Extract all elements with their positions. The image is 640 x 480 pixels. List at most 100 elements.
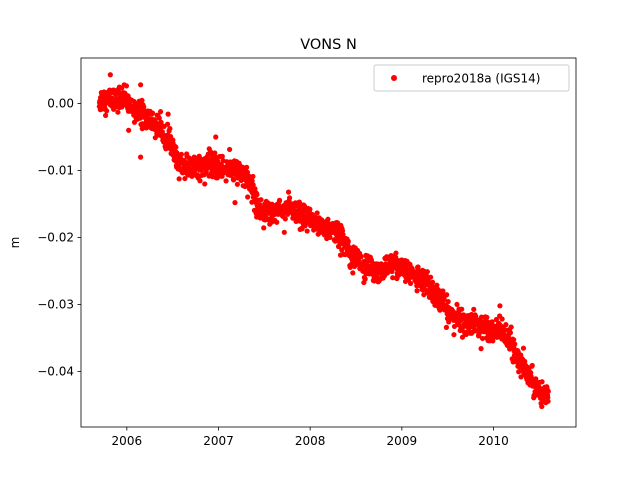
data-point xyxy=(507,330,514,336)
y-tick-label: −0.01 xyxy=(37,164,74,178)
data-point xyxy=(497,303,503,309)
data-point xyxy=(358,254,364,260)
data-point xyxy=(389,268,395,275)
data-point xyxy=(274,219,280,225)
data-point xyxy=(286,195,293,201)
data-point xyxy=(499,316,505,322)
data-point xyxy=(390,275,396,281)
data-point xyxy=(454,301,460,308)
data-point xyxy=(149,110,156,116)
data-point xyxy=(123,83,130,89)
data-point xyxy=(490,338,496,344)
x-axis: 2006 2007 2008 2009 2010 xyxy=(112,427,509,448)
x-tick-label: 2007 xyxy=(203,434,234,448)
data-point xyxy=(219,153,225,159)
data-point xyxy=(327,234,333,240)
data-point xyxy=(261,225,267,231)
data-point xyxy=(539,403,545,410)
data-point xyxy=(340,231,346,238)
x-tick-label: 2008 xyxy=(295,434,326,448)
data-point xyxy=(307,206,313,212)
data-point xyxy=(152,135,158,141)
data-point xyxy=(197,178,203,184)
data-point xyxy=(493,316,499,323)
data-point xyxy=(478,314,485,320)
data-point xyxy=(424,269,430,275)
data-point xyxy=(254,191,260,198)
data-point xyxy=(281,229,287,235)
data-point xyxy=(232,200,238,206)
x-tick-label: 2010 xyxy=(478,434,509,448)
data-point xyxy=(103,112,109,119)
x-tick-label: 2009 xyxy=(387,434,418,448)
legend-marker xyxy=(391,75,397,81)
legend: repro2018a (IGS14) xyxy=(373,64,570,92)
data-point xyxy=(126,127,132,133)
data-point xyxy=(167,125,173,132)
data-point xyxy=(350,270,356,276)
data-point xyxy=(393,250,399,256)
data-point xyxy=(245,194,251,200)
data-point xyxy=(545,398,551,404)
y-tick-label: −0.03 xyxy=(37,297,74,311)
data-point xyxy=(285,189,292,195)
data-point xyxy=(407,280,414,286)
data-point xyxy=(182,175,188,182)
data-point xyxy=(443,324,450,330)
data-point xyxy=(157,109,164,115)
data-point xyxy=(545,394,551,401)
data-point xyxy=(512,341,518,347)
data-point xyxy=(415,264,421,270)
data-point xyxy=(197,156,204,162)
data-point xyxy=(345,238,351,244)
data-point xyxy=(139,97,145,104)
data-point xyxy=(276,197,283,203)
data-point xyxy=(479,335,486,342)
data-point xyxy=(510,359,516,365)
data-point xyxy=(137,154,144,160)
data-point xyxy=(165,111,171,117)
data-point xyxy=(226,146,233,153)
y-tick-label: −0.02 xyxy=(37,230,74,244)
plot-frame xyxy=(80,57,577,428)
data-point xyxy=(440,288,446,294)
data-point xyxy=(484,314,490,320)
legend-label: repro2018a (IGS14) xyxy=(422,72,540,86)
data-points-group xyxy=(96,72,551,410)
data-point xyxy=(249,178,255,184)
data-point xyxy=(434,282,440,288)
data-point xyxy=(250,173,256,180)
data-point xyxy=(250,182,256,188)
data-point xyxy=(304,228,310,234)
data-point xyxy=(244,164,250,170)
data-point xyxy=(107,72,113,78)
data-point xyxy=(173,144,179,150)
data-point xyxy=(451,323,458,330)
data-point xyxy=(529,362,535,369)
data-point xyxy=(502,327,508,333)
data-point xyxy=(503,322,509,328)
data-point xyxy=(516,369,522,375)
data-point xyxy=(539,379,545,385)
data-point xyxy=(302,223,308,229)
data-point xyxy=(223,178,229,184)
y-tick-label: 0.00 xyxy=(47,97,74,111)
data-point xyxy=(202,181,208,187)
data-point xyxy=(520,345,527,351)
y-tick-label: −0.04 xyxy=(37,364,74,378)
data-point xyxy=(282,216,288,222)
data-point xyxy=(444,292,450,298)
data-point xyxy=(430,279,436,285)
data-point xyxy=(156,115,162,121)
legend-box xyxy=(373,64,570,92)
data-point xyxy=(508,324,514,330)
data-point xyxy=(104,108,110,114)
data-point xyxy=(428,274,434,280)
data-point xyxy=(471,306,477,312)
x-tick-label: 2006 xyxy=(112,434,143,448)
data-point xyxy=(478,346,484,352)
data-point xyxy=(137,82,144,88)
data-point xyxy=(545,388,551,394)
data-point xyxy=(231,177,237,183)
